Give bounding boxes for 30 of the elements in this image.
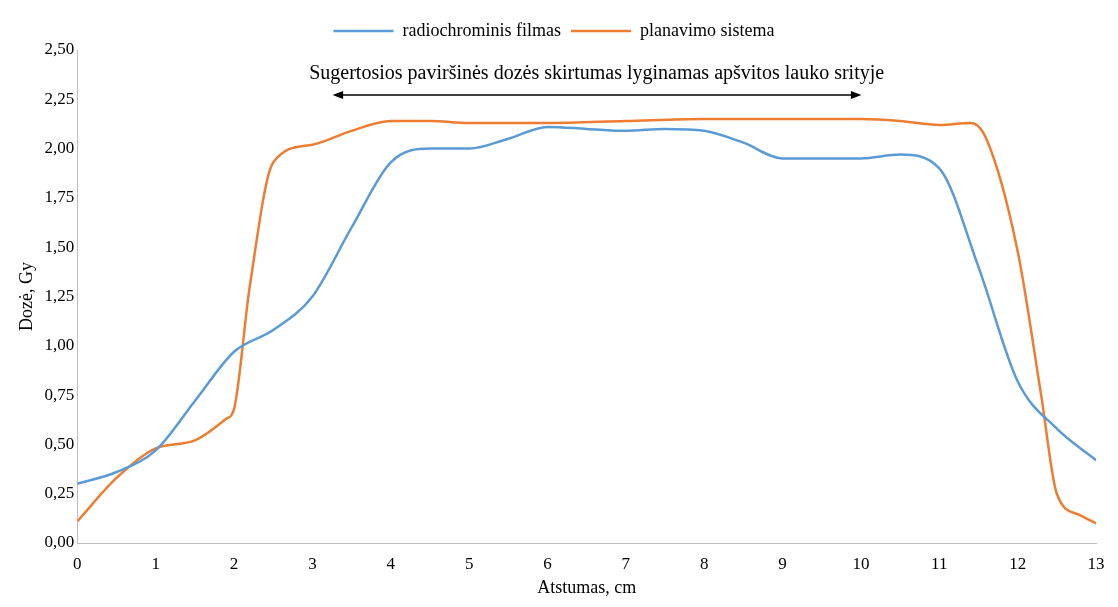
x-tick-label: 12 [1009,553,1027,573]
x-tick-label: 3 [308,553,317,573]
x-tick-label: 0 [73,553,82,573]
y-tick-label: 1,00 [44,335,75,355]
y-tick-label: 1,50 [44,236,75,256]
y-tick-label: 1,25 [44,285,75,305]
y-tick-label: 0,00 [44,532,75,552]
x-tick-label: 10 [852,553,870,573]
x-tick-label: 2 [229,553,239,573]
annotation: Sugertosios paviršinės dozės skirtumas lyginamas apšvitos lauko srityje [309,61,885,86]
x-tick-label: 8 [699,553,709,573]
x-tick-label: 6 [543,553,552,573]
y-tick-label: 0,75 [44,384,75,404]
x-tick-label: 1 [151,553,160,573]
legend-label: radiochrominis filmas [402,19,561,40]
x-tick-label: 4 [386,553,396,573]
y-tick-label: 1,75 [44,187,75,207]
y-tick-label: 2,25 [44,88,75,108]
x-tick-label: 11 [931,553,948,573]
y-tick-label: 2,00 [44,138,75,158]
x-tick-label: 13 [1087,553,1105,573]
y-axis-title: Dozė, Gy [15,262,36,331]
x-tick-label: 9 [778,553,787,573]
y-tick-label: 0,25 [44,483,75,503]
x-axis-title: Atstumas, cm [537,576,637,597]
x-tick-label: 5 [464,553,474,573]
legend-label: planavimo sistema [640,19,775,40]
y-tick-label: 0,50 [44,433,75,453]
x-tick-label: 7 [621,553,631,573]
y-tick-label: 2,50 [44,39,75,59]
